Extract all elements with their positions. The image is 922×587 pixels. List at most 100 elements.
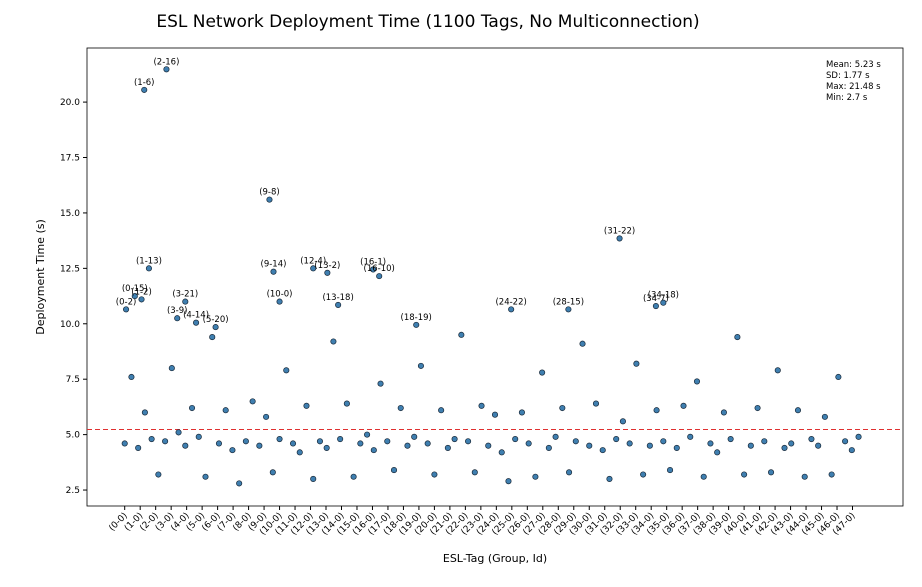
point (828, 471, 835, 478)
annotation: (3-9) (167, 306, 188, 316)
point (572, 438, 579, 445)
point (323, 444, 330, 451)
outlier-point (413, 321, 420, 328)
point (485, 442, 492, 449)
annotation: (0-15) (122, 284, 148, 294)
point (135, 444, 142, 451)
point (121, 440, 128, 447)
point (525, 440, 532, 447)
plot-frame (86, 47, 904, 507)
point (236, 480, 243, 487)
point (586, 442, 593, 449)
point (249, 398, 256, 405)
annotation: (9-14) (261, 260, 287, 270)
point (175, 429, 182, 436)
annotation: (31-22) (604, 226, 635, 236)
stat-text: Mean: 5.23 s (826, 60, 881, 70)
point (552, 433, 559, 440)
point (767, 469, 775, 476)
point (747, 442, 754, 449)
annotation: (5-20) (203, 315, 229, 325)
point (188, 404, 196, 412)
point (687, 433, 694, 440)
point (256, 442, 263, 449)
point (808, 436, 815, 443)
point (518, 409, 525, 416)
point (855, 433, 862, 440)
y-tick-label: 15.0 (60, 209, 80, 219)
annotation: (18-19) (401, 313, 432, 323)
point (801, 473, 808, 480)
point (411, 433, 418, 440)
outlier-point (193, 319, 200, 326)
point (539, 369, 546, 376)
point (337, 436, 344, 443)
stat-text: Min: 2.7 s (826, 93, 868, 103)
point (465, 438, 472, 445)
point (566, 469, 573, 476)
point (680, 402, 687, 409)
outlier-point (182, 298, 189, 305)
outlier-point (270, 268, 277, 275)
annotation: (0-2) (116, 297, 137, 307)
annotation: (1-13) (136, 256, 162, 266)
outlier-point (652, 302, 659, 310)
point (438, 407, 445, 414)
point (377, 380, 384, 387)
annotation: (3-21) (172, 290, 198, 300)
stat-text: Max: 21.48 s (826, 82, 881, 92)
outlier-point (131, 293, 138, 300)
point (471, 469, 478, 476)
point (303, 402, 310, 409)
point (781, 444, 788, 451)
point (162, 438, 169, 445)
outlier-point (266, 196, 273, 203)
point (633, 360, 640, 367)
point (357, 440, 364, 447)
y-tick-label: 2.5 (66, 486, 80, 496)
point (720, 409, 727, 416)
point (195, 433, 202, 440)
point (532, 473, 539, 480)
point (653, 407, 660, 414)
point (579, 340, 586, 347)
outlier-point (174, 315, 181, 322)
annotation: (16-1) (360, 257, 386, 267)
outlier-point (324, 269, 331, 276)
outlier-point (370, 266, 377, 273)
outlier-point (163, 66, 170, 73)
annotation: (10-0) (267, 290, 293, 300)
y-tick-label: 20.0 (60, 98, 80, 108)
outlier-point (508, 306, 515, 313)
outlier-point (616, 235, 623, 242)
point (390, 467, 398, 474)
point (148, 436, 155, 443)
point (815, 442, 822, 449)
point (774, 367, 781, 374)
point (128, 373, 135, 381)
outlier-point (138, 296, 145, 303)
point (491, 411, 499, 418)
annotation: (34-7) (643, 294, 669, 304)
point (559, 404, 566, 412)
point (842, 438, 849, 445)
point (788, 440, 795, 447)
point (794, 407, 802, 414)
point (330, 338, 337, 345)
point (613, 436, 620, 443)
point (417, 362, 424, 369)
point (646, 442, 653, 449)
annotation: (16-10) (364, 264, 395, 274)
point (316, 438, 324, 445)
point (310, 475, 317, 483)
point (276, 436, 283, 443)
point (384, 438, 391, 445)
point (673, 444, 680, 451)
point (700, 473, 707, 480)
point (835, 373, 842, 381)
annotation: (28-15) (553, 297, 584, 307)
point (296, 449, 303, 456)
outlier-point (335, 301, 342, 308)
point (263, 413, 270, 420)
point (741, 471, 748, 478)
